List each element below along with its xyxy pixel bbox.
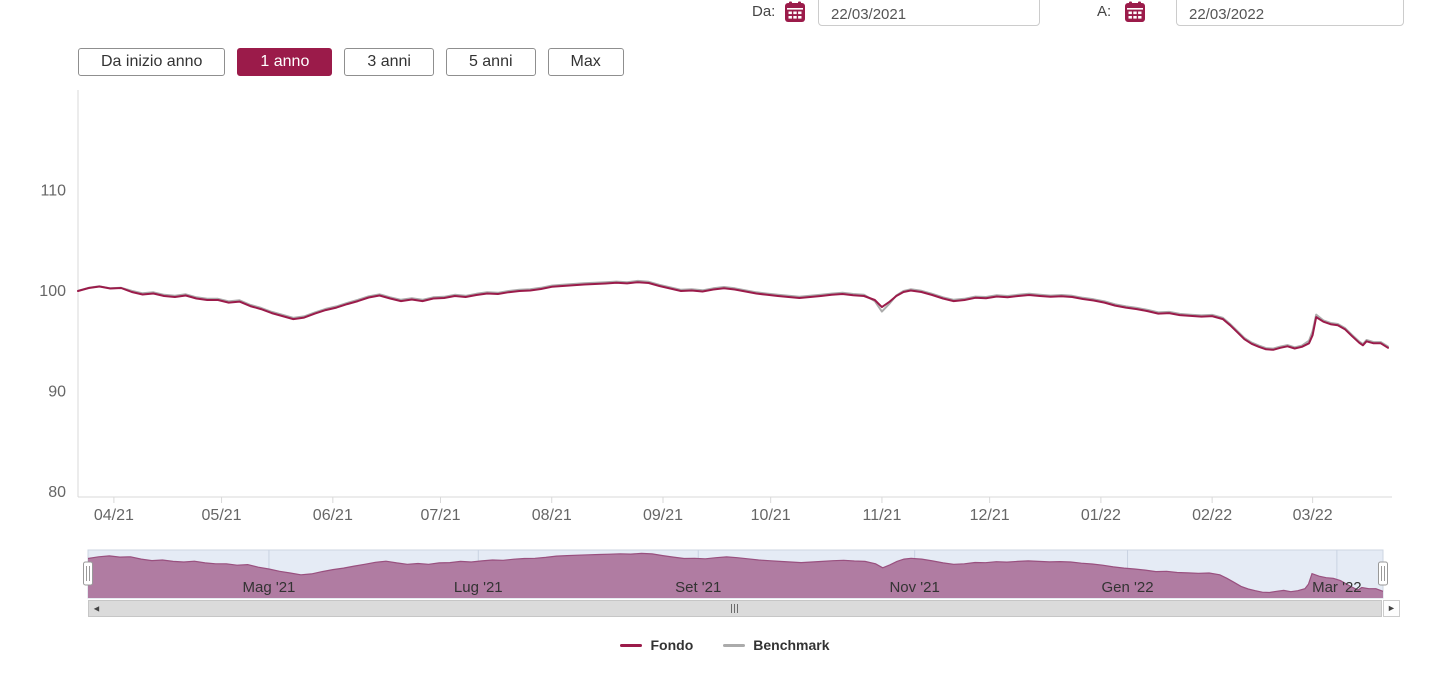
range-button-5-anni[interactable]: 5 anni xyxy=(445,48,536,76)
x-axis-tick-label: 11/21 xyxy=(863,507,902,524)
price-chart[interactable]: 80 90 100 110 04/21 05/21 06/21 07/21 08/21 09/21… xyxy=(0,85,1450,535)
scrollbar-grip-icon[interactable] xyxy=(731,604,739,613)
navigator-month-label: Gen '22 xyxy=(1102,579,1154,596)
x-axis-tick-label: 04/21 xyxy=(94,507,134,524)
y-axis-tick-label: 80 xyxy=(48,484,66,501)
scrollbar-right-arrow-icon[interactable]: ► xyxy=(1383,600,1400,617)
x-axis-tick-label: 10/21 xyxy=(751,507,791,524)
x-axis-tick-label: 06/21 xyxy=(313,507,353,524)
legend-item-fondo[interactable]: Fondo xyxy=(620,637,693,653)
scrollbar-track[interactable]: ◄ xyxy=(88,600,1382,617)
x-axis-tick-label: 07/21 xyxy=(420,507,460,524)
navigator-month-label: Set '21 xyxy=(675,579,721,596)
legend-swatch xyxy=(620,643,643,647)
range-button-1-anno[interactable]: 1 anno xyxy=(237,48,333,76)
navigator-left-handle[interactable] xyxy=(83,561,93,586)
navigator-month-label: Nov '21 xyxy=(889,579,939,596)
x-axis-tick-label: 01/22 xyxy=(1081,507,1121,524)
y-axis-tick-label: 90 xyxy=(48,384,66,401)
x-axis-tick-label: 03/22 xyxy=(1293,507,1333,524)
range-selector: Da inizio anno 1 anno 3 anni 5 anni Max xyxy=(78,48,624,76)
x-axis-tick-label: 02/22 xyxy=(1192,507,1232,524)
navigator[interactable]: Mag '21 Lug '21 Set '21 Nov '21 Gen '22 Mar '… xyxy=(0,548,1450,600)
range-button-max[interactable]: Max xyxy=(547,48,624,76)
y-axis-tick-label: 100 xyxy=(39,283,66,300)
calendar-icon[interactable] xyxy=(784,1,806,23)
chart-legend: Fondo Benchmark xyxy=(0,637,1450,653)
range-button-3-anni[interactable]: 3 anni xyxy=(344,48,434,76)
navigator-right-handle[interactable] xyxy=(1378,561,1388,586)
x-axis-tick-label: 09/21 xyxy=(643,507,683,524)
date-from-input[interactable] xyxy=(818,0,1040,26)
y-axis-tick-label: 110 xyxy=(40,183,66,200)
calendar-icon[interactable] xyxy=(1124,1,1146,23)
calendar-icon-glyph xyxy=(785,1,805,22)
legend-label: Benchmark xyxy=(753,637,830,653)
calendar-icon-glyph xyxy=(1125,1,1145,22)
legend-swatch xyxy=(723,643,746,647)
scrollbar-left-arrow-icon[interactable]: ◄ xyxy=(92,603,101,613)
date-to-input[interactable] xyxy=(1176,0,1404,26)
date-to-label: A: xyxy=(1097,3,1112,20)
navigator-line xyxy=(87,552,1384,594)
fondo-line xyxy=(77,281,1389,351)
navigator-month-label: Mag '21 xyxy=(242,579,295,596)
date-from-label: Da: xyxy=(752,3,776,20)
navigator-month-label: Mar '22 xyxy=(1312,579,1362,596)
x-axis-tick-label: 05/21 xyxy=(202,507,242,524)
legend-label: Fondo xyxy=(650,637,694,653)
navigator-month-label: Lug '21 xyxy=(454,579,503,596)
legend-item-benchmark[interactable]: Benchmark xyxy=(723,637,830,653)
range-button-da-inizio-anno[interactable]: Da inizio anno xyxy=(78,48,226,76)
x-axis-tick-label: 12/21 xyxy=(970,507,1010,524)
x-axis-tick-label: 08/21 xyxy=(532,507,572,524)
